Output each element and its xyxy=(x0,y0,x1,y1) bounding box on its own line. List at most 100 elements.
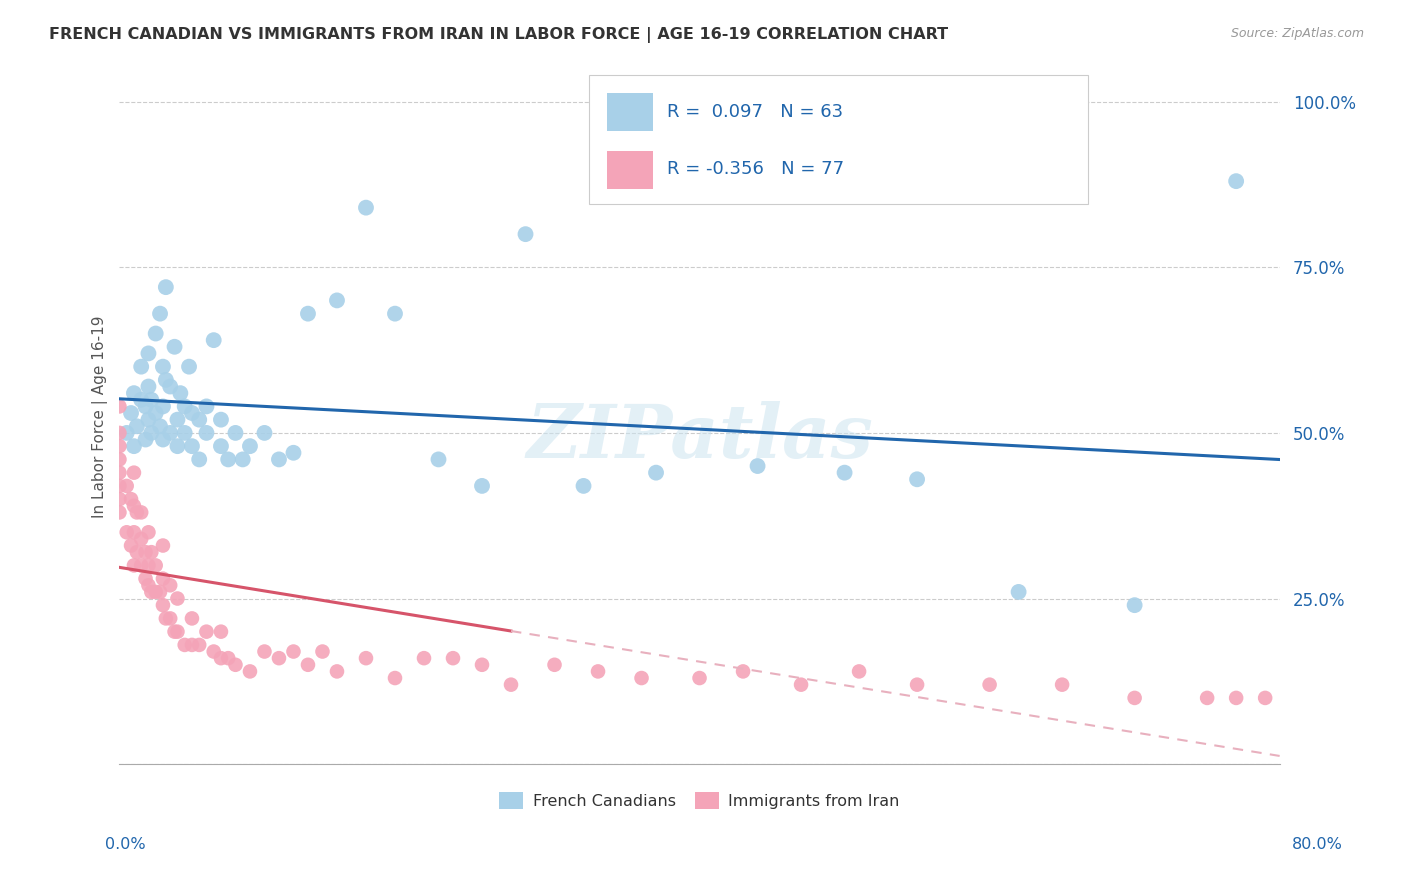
Point xyxy=(152,433,174,447)
Point xyxy=(108,400,131,414)
Point xyxy=(145,406,167,420)
Point xyxy=(747,458,769,473)
Point xyxy=(177,359,200,374)
Point xyxy=(1197,690,1219,705)
Point xyxy=(169,386,191,401)
Point xyxy=(1123,690,1146,705)
Point xyxy=(108,505,131,519)
Point xyxy=(155,280,177,294)
Point xyxy=(1007,585,1029,599)
Point xyxy=(108,492,131,507)
Point xyxy=(159,611,181,625)
Point xyxy=(108,452,131,467)
Point xyxy=(141,545,163,559)
Point xyxy=(173,425,195,440)
FancyBboxPatch shape xyxy=(607,93,654,131)
Point xyxy=(120,492,142,507)
Point xyxy=(195,624,218,639)
Point xyxy=(152,539,174,553)
Point xyxy=(572,479,595,493)
Point xyxy=(354,201,377,215)
Point xyxy=(138,525,160,540)
Point xyxy=(149,585,172,599)
Point xyxy=(173,638,195,652)
Point xyxy=(108,425,131,440)
Point xyxy=(152,359,174,374)
Point xyxy=(195,400,218,414)
Point xyxy=(122,386,145,401)
Point xyxy=(145,558,167,573)
Point xyxy=(1225,690,1247,705)
Point xyxy=(135,545,157,559)
Point xyxy=(209,624,232,639)
Point xyxy=(202,333,225,347)
Point xyxy=(209,651,232,665)
Point xyxy=(689,671,711,685)
Point xyxy=(905,472,928,486)
Point xyxy=(129,505,152,519)
Point xyxy=(152,572,174,586)
Point xyxy=(141,425,163,440)
Point xyxy=(138,379,160,393)
Text: 0.0%: 0.0% xyxy=(105,837,146,852)
Point xyxy=(108,439,131,453)
Point xyxy=(163,624,186,639)
Point xyxy=(181,406,204,420)
Point xyxy=(149,419,172,434)
Point xyxy=(645,466,668,480)
Point xyxy=(267,651,290,665)
Point xyxy=(471,479,494,493)
Point xyxy=(188,638,211,652)
Point xyxy=(135,572,157,586)
Point xyxy=(129,359,152,374)
Point xyxy=(122,466,145,480)
Point xyxy=(586,665,609,679)
Point xyxy=(239,665,262,679)
Point xyxy=(326,665,349,679)
Point xyxy=(122,525,145,540)
Point xyxy=(905,678,928,692)
Point xyxy=(202,644,225,658)
Point xyxy=(138,558,160,573)
FancyBboxPatch shape xyxy=(607,151,654,189)
Point xyxy=(135,433,157,447)
Point xyxy=(108,466,131,480)
Point xyxy=(115,525,138,540)
Point xyxy=(239,439,262,453)
Point xyxy=(790,678,813,692)
Point xyxy=(224,425,246,440)
Y-axis label: In Labor Force | Age 16-19: In Labor Force | Age 16-19 xyxy=(93,315,108,517)
Point xyxy=(979,678,1001,692)
Text: ZIPatlas: ZIPatlas xyxy=(526,401,873,474)
Text: Source: ZipAtlas.com: Source: ZipAtlas.com xyxy=(1230,27,1364,40)
Point xyxy=(129,532,152,546)
Point xyxy=(848,665,870,679)
Point xyxy=(630,671,652,685)
Point xyxy=(120,406,142,420)
Point xyxy=(354,651,377,665)
Point xyxy=(149,307,172,321)
Point xyxy=(413,651,436,665)
Point xyxy=(384,671,406,685)
Point xyxy=(499,678,522,692)
Point xyxy=(209,412,232,426)
Point xyxy=(173,400,195,414)
Point xyxy=(471,657,494,672)
Point xyxy=(125,505,148,519)
Point xyxy=(217,651,239,665)
Point xyxy=(181,439,204,453)
Point xyxy=(166,624,188,639)
Point xyxy=(138,578,160,592)
Point xyxy=(188,452,211,467)
Point xyxy=(1123,598,1146,612)
Point xyxy=(141,392,163,407)
Point xyxy=(115,425,138,440)
Point xyxy=(297,657,319,672)
Point xyxy=(166,439,188,453)
Point xyxy=(441,651,464,665)
Point xyxy=(155,373,177,387)
Point xyxy=(1254,690,1277,705)
Point xyxy=(108,479,131,493)
Point xyxy=(145,585,167,599)
Point xyxy=(155,611,177,625)
